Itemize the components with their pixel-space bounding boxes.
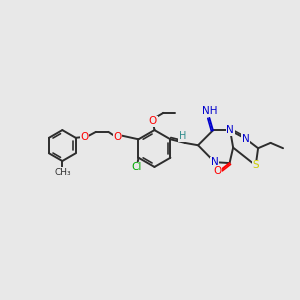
Text: Cl: Cl <box>132 162 142 172</box>
Text: S: S <box>252 160 259 170</box>
Text: O: O <box>149 116 157 126</box>
Text: O: O <box>214 166 222 176</box>
Text: N: N <box>242 134 250 144</box>
Text: O: O <box>80 132 89 142</box>
Text: N: N <box>226 125 234 135</box>
Text: NH: NH <box>202 106 218 116</box>
Text: O: O <box>113 132 122 142</box>
Text: CH₃: CH₃ <box>54 168 70 177</box>
Text: N: N <box>211 157 219 167</box>
Text: H: H <box>178 131 186 141</box>
